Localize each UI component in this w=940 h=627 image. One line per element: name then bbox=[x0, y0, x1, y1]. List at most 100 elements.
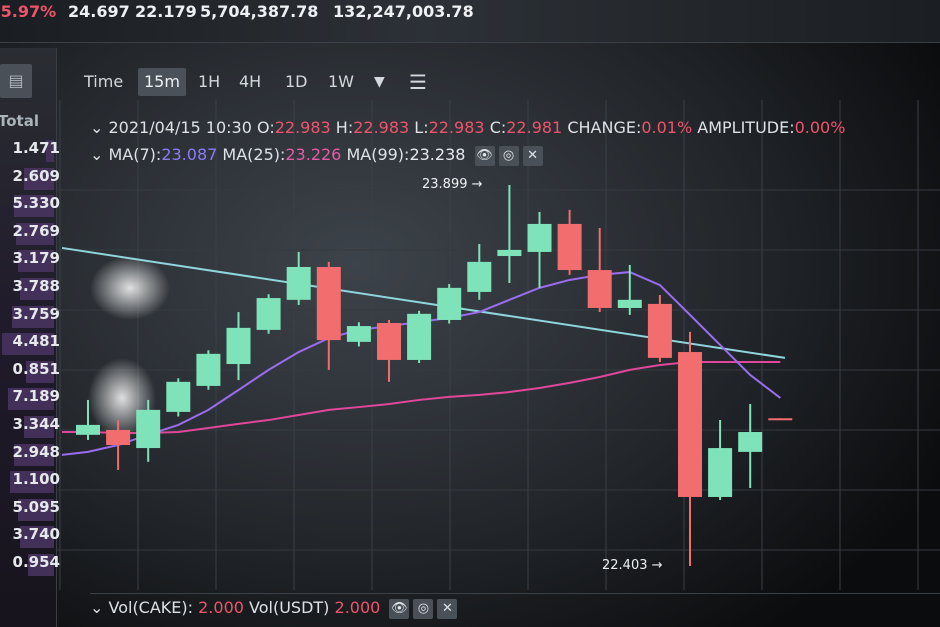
order-book-row[interactable]: 3.179 bbox=[0, 249, 60, 273]
close-icon[interactable]: ✕ bbox=[437, 598, 458, 619]
order-book-row[interactable]: 3.759 bbox=[0, 305, 60, 329]
depth-bar bbox=[24, 416, 54, 438]
candle-up bbox=[256, 298, 281, 330]
volume-info-row: ⌄ Vol(CAKE): 2.000 Vol(USDT) 2.000 👁 ◎ ✕ bbox=[90, 593, 940, 619]
eye-icon[interactable]: 👁 bbox=[389, 598, 410, 619]
close-label: C: bbox=[489, 118, 507, 137]
vol-cake-value: 2.000 bbox=[198, 598, 244, 617]
order-book-total: 3.740 bbox=[12, 525, 60, 544]
interval-1h[interactable]: 1H bbox=[198, 72, 221, 91]
sliders-icon[interactable]: ☰ bbox=[409, 70, 427, 94]
depth-bar bbox=[10, 471, 54, 494]
candle-up bbox=[708, 448, 733, 497]
candle-up bbox=[467, 261, 492, 292]
candle-up bbox=[617, 299, 642, 308]
order-book-total: 1.471 bbox=[12, 139, 60, 157]
order-book-total: 2.948 bbox=[12, 442, 60, 461]
order-book-row[interactable]: 1.100 bbox=[0, 470, 60, 494]
depth-bar bbox=[20, 278, 54, 300]
low-annotation-label: 22.403 bbox=[602, 558, 648, 573]
vol-cake-label: Vol(CAKE): bbox=[108, 598, 194, 617]
interval-time[interactable]: Time bbox=[84, 72, 124, 91]
arrow-right-icon: → bbox=[471, 177, 483, 192]
close-value: 22.981 bbox=[506, 118, 563, 137]
ma25-label: MA(25): bbox=[222, 145, 286, 164]
collapse-chevron-icon[interactable]: ⌄ bbox=[90, 145, 104, 164]
order-book-row[interactable]: 1.471 bbox=[0, 139, 60, 163]
order-book-row[interactable]: 3.740 bbox=[0, 525, 60, 549]
order-book-row[interactable]: 2.769 bbox=[0, 222, 60, 246]
caret-down-icon[interactable]: ▼ bbox=[374, 74, 385, 90]
order-book-row[interactable]: 3.344 bbox=[0, 415, 60, 439]
high-label: H: bbox=[335, 118, 354, 137]
collapse-chevron-icon[interactable]: ⌄ bbox=[90, 598, 104, 617]
candle-down bbox=[587, 270, 612, 308]
candle-down bbox=[377, 323, 401, 360]
candle-up bbox=[407, 313, 432, 360]
order-book-row[interactable]: 7.189 bbox=[0, 387, 60, 411]
order-book-row[interactable]: 5.330 bbox=[0, 194, 60, 218]
candle-up bbox=[738, 432, 763, 452]
candle-up bbox=[346, 326, 371, 342]
eye-icon[interactable]: 👁 bbox=[474, 145, 495, 166]
low-label: L: bbox=[414, 118, 429, 137]
order-book-row[interactable]: 3.788 bbox=[0, 277, 60, 301]
low-value: 22.983 bbox=[428, 118, 485, 137]
ma25-value: 23.226 bbox=[285, 145, 342, 164]
candle-up bbox=[226, 327, 251, 365]
order-book-total: 3.788 bbox=[12, 277, 60, 295]
interval-1d[interactable]: 1D bbox=[285, 72, 308, 91]
candle-up bbox=[286, 266, 311, 300]
order-book-total: 5.330 bbox=[12, 194, 60, 213]
interval-1w[interactable]: 1W bbox=[328, 72, 354, 91]
depth-bar bbox=[26, 360, 54, 383]
order-book-row[interactable]: 0.954 bbox=[0, 553, 60, 577]
amplitude-label: AMPLITUDE: bbox=[697, 118, 795, 137]
order-book-total: 2.609 bbox=[12, 166, 60, 185]
high-annotation-label: 23.899 bbox=[422, 177, 468, 192]
order-book-row[interactable]: 5.095 bbox=[0, 498, 60, 522]
high-value: 22.983 bbox=[353, 118, 410, 137]
depth-bar bbox=[18, 250, 54, 273]
order-book-layout-button[interactable]: ▤ bbox=[0, 64, 32, 98]
change-value: 0.01% bbox=[641, 118, 693, 137]
open-value: 22.983 bbox=[274, 118, 331, 137]
ma-info-row: ⌄ MA(7):23.087 MA(25):23.226 MA(99):23.2… bbox=[90, 145, 543, 166]
open-label: O: bbox=[257, 118, 275, 137]
order-book-row[interactable]: 2.609 bbox=[0, 167, 60, 191]
settings-icon[interactable]: ◎ bbox=[498, 145, 519, 166]
order-book-total: 3.179 bbox=[12, 249, 60, 268]
candle-up bbox=[437, 287, 462, 320]
ma25-line bbox=[62, 360, 781, 435]
order-book-row[interactable]: 0.851 bbox=[0, 360, 60, 384]
vol-usdt-value: 2.000 bbox=[334, 598, 381, 617]
vol-usdt-label: Vol(USDT) bbox=[249, 598, 330, 617]
candle-down bbox=[316, 266, 341, 341]
order-book-row[interactable]: 2.948 bbox=[0, 443, 60, 467]
candle-up bbox=[196, 353, 221, 386]
screen-glare bbox=[90, 256, 170, 320]
interval-4h[interactable]: 4H bbox=[239, 72, 262, 91]
order-book-row[interactable]: 4.481 bbox=[0, 332, 60, 356]
candle-down bbox=[647, 303, 672, 358]
depth-bar bbox=[24, 167, 54, 190]
layout-icon: ▤ bbox=[8, 71, 24, 90]
candle-down bbox=[678, 352, 702, 497]
candle-up bbox=[527, 223, 552, 252]
close-icon[interactable]: ✕ bbox=[522, 145, 543, 166]
ticker-volume-quote: 132,247,003.78 bbox=[333, 2, 474, 21]
ticker-change: -5.97% bbox=[0, 2, 57, 21]
ticker-low: 22.179 bbox=[135, 2, 197, 21]
low-annotation: 22.403 → bbox=[602, 558, 663, 573]
candle-up bbox=[497, 249, 522, 257]
high-annotation: 23.899 → bbox=[422, 177, 483, 192]
order-book-total: 3.759 bbox=[12, 304, 60, 323]
ohlc-info-row: ⌄ 2021/04/15 10:30 O:22.983 H:22.983 L:2… bbox=[90, 118, 845, 137]
order-book-total: 5.095 bbox=[12, 497, 60, 516]
candle-down bbox=[106, 429, 131, 446]
settings-icon[interactable]: ◎ bbox=[413, 598, 434, 619]
collapse-chevron-icon[interactable]: ⌄ bbox=[90, 118, 104, 137]
interval-15m[interactable]: 15m bbox=[138, 68, 186, 96]
depth-bar bbox=[46, 140, 54, 162]
